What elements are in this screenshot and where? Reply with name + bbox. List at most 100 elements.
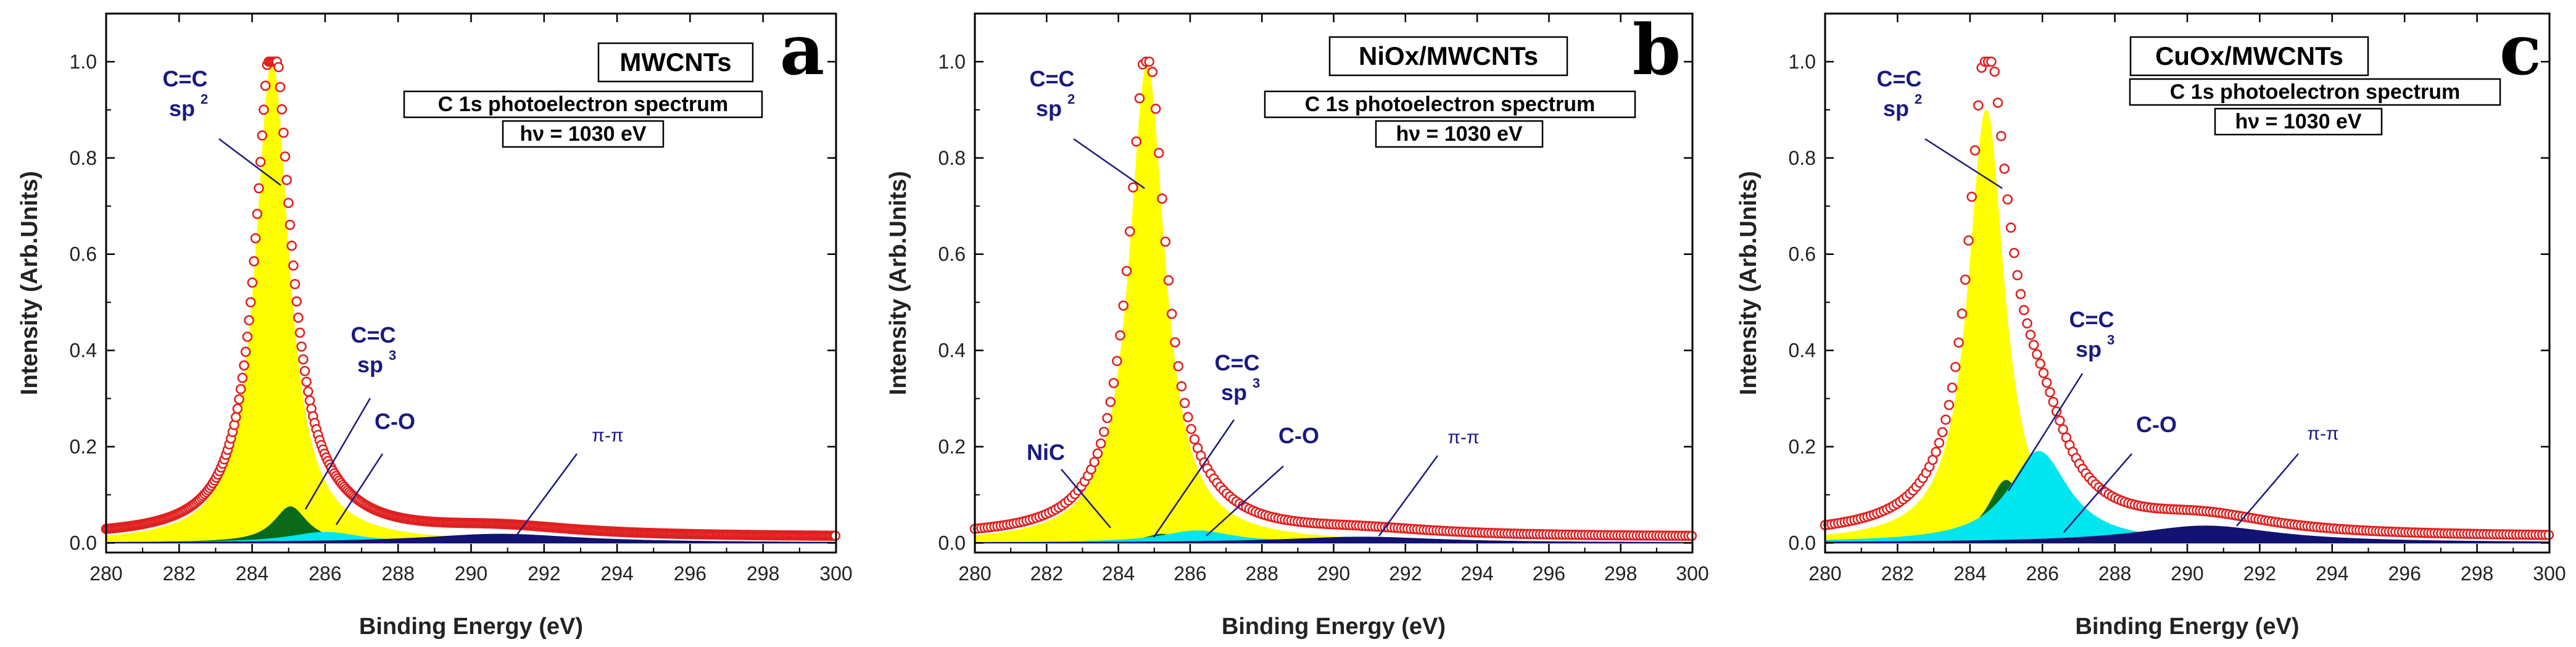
data-point — [1179, 398, 1190, 409]
data-point — [2048, 396, 2059, 407]
data-point — [284, 219, 296, 230]
x-tick-label: 284 — [1953, 562, 1986, 585]
annotation-leader — [514, 453, 578, 538]
y-axis-label: Intensity (Arb.Units) — [1736, 171, 1762, 395]
data-point — [1934, 437, 1945, 448]
data-point — [1944, 399, 1955, 411]
data-point — [2015, 289, 2026, 299]
data-point — [1128, 182, 1138, 193]
data-point — [2058, 424, 2068, 435]
data-point — [294, 327, 305, 338]
data-point — [273, 62, 284, 72]
data-point — [2012, 270, 2023, 281]
annotation-label: C-O — [2136, 412, 2177, 437]
data-point — [247, 277, 258, 288]
x-tick-label: 282 — [1881, 562, 1914, 585]
data-point — [275, 81, 286, 93]
data-point — [1957, 308, 1968, 319]
annotation-leader — [218, 138, 281, 186]
data-point — [1154, 148, 1164, 159]
photon-energy-box — [2214, 107, 2383, 136]
data-point — [245, 297, 256, 307]
y-tick-label: 0.6 — [70, 243, 97, 265]
sample-title: CuOx/MWCNTs — [2155, 41, 2343, 70]
x-tick-label: 292 — [2243, 562, 2276, 585]
annotation-superscript: 2 — [1067, 91, 1075, 107]
spectrum-box — [403, 90, 763, 119]
data-point — [249, 256, 259, 267]
x-tick-label: 284 — [236, 562, 268, 585]
x-tick-label: 290 — [455, 562, 487, 585]
data-point — [281, 175, 292, 185]
data-point — [2005, 222, 2016, 233]
y-tick-label: 1.0 — [70, 51, 97, 73]
data-point — [1089, 457, 1100, 467]
data-point — [1986, 56, 1997, 67]
y-tick-label: 0.2 — [70, 436, 97, 458]
photon-energy-box — [502, 120, 665, 148]
y-tick-label: 1.0 — [938, 51, 966, 73]
annotation-label: C=C — [350, 322, 396, 348]
annotation-label: C=C — [2069, 307, 2114, 332]
data-point — [1163, 275, 1174, 286]
annotation-leader — [1073, 138, 1145, 190]
y-tick-label: 0.6 — [1789, 243, 1816, 265]
peak-c-c-sp2 — [974, 65, 1693, 544]
data-point — [1937, 427, 1948, 438]
annotation-leader — [1153, 419, 1235, 538]
data-point — [239, 360, 249, 371]
data-point — [1953, 337, 1964, 348]
photon-energy-box — [1375, 120, 1544, 148]
annotation-label: C=C — [162, 66, 207, 91]
y-tick-label: 0.4 — [938, 340, 966, 362]
annotation-leader — [2236, 453, 2299, 527]
data-point — [289, 278, 300, 290]
data-point — [244, 315, 254, 326]
annotation-hybridization: sp — [169, 96, 195, 121]
photon-energy-label: hν = 1030 eV — [1396, 122, 1522, 146]
experimental-data-series — [969, 56, 1697, 541]
data-point — [280, 151, 291, 162]
x-tick-label: 288 — [2098, 562, 2131, 585]
data-point — [1966, 191, 1977, 202]
data-point — [1102, 412, 1112, 424]
annotation-hybridization: sp — [1036, 96, 1062, 121]
annotation-superscript: 2 — [201, 91, 208, 107]
x-tick-label: 284 — [1102, 562, 1135, 585]
panel-letter: a — [780, 10, 825, 91]
x-tick-label: 290 — [1317, 562, 1350, 585]
data-point — [2025, 329, 2036, 340]
data-point — [2038, 367, 2049, 378]
x-tick-label: 298 — [747, 562, 779, 585]
panel-a: 280 282 284 286 288 290 292 294 296 298 300 0.0 0.2 0… — [17, 10, 853, 640]
data-point — [1173, 361, 1183, 372]
spectrum-label: C 1s photoelectron spectrum — [1305, 93, 1595, 116]
x-axis-label: Binding Energy (eV) — [2075, 614, 2299, 640]
annotation-label: π-π — [1447, 427, 1479, 448]
data-point — [291, 296, 302, 307]
data-point — [1134, 93, 1145, 104]
annotation-label: NiC — [1027, 440, 1065, 465]
x-tick-label: 282 — [163, 562, 196, 585]
annotation-label: C-O — [375, 409, 415, 434]
annotation-superscript: 3 — [389, 348, 396, 363]
sample-title: NiOx/MWCNTs — [1359, 41, 1538, 70]
data-point — [237, 372, 248, 383]
data-point — [1176, 381, 1187, 392]
peak-- — [1824, 525, 2550, 544]
x-tick-label: 280 — [958, 562, 991, 585]
data-point — [283, 198, 294, 209]
annotation-label: C=C — [1029, 66, 1074, 91]
data-point — [1099, 427, 1109, 437]
data-point — [1166, 309, 1177, 319]
x-tick-label: 300 — [1676, 562, 1708, 585]
sample-title-box — [1328, 36, 1568, 77]
data-point — [1118, 300, 1129, 311]
annotation-hybridization: sp — [1221, 380, 1247, 405]
data-point — [1940, 414, 1951, 425]
annotation-leader — [1924, 138, 2003, 190]
data-point — [1186, 424, 1196, 435]
data-point — [2055, 415, 2065, 426]
data-point — [230, 412, 241, 423]
data-point — [1108, 378, 1119, 388]
